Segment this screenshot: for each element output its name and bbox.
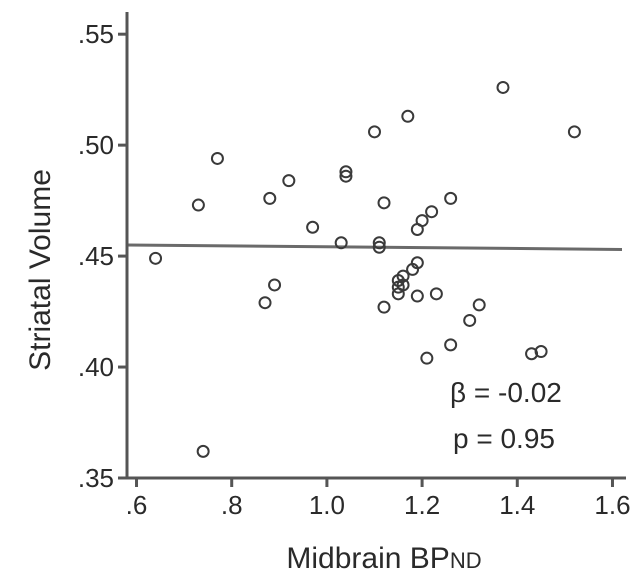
data-point-25	[410, 256, 424, 270]
data-point-21	[396, 278, 410, 292]
data-point-1	[149, 251, 163, 265]
data-point-5	[258, 296, 272, 310]
data-point-31	[429, 287, 443, 301]
data-point-33	[444, 338, 458, 352]
x-axis-title-subscript: ND	[450, 548, 482, 573]
y-axis-title: Striatal Volume	[24, 169, 57, 371]
data-point-2	[191, 198, 205, 212]
data-point-22	[396, 269, 410, 283]
data-point-17	[377, 300, 391, 314]
y-tick-label: .45	[78, 241, 114, 271]
data-point-11	[339, 169, 353, 183]
x-axis-title: Midbrain BPND	[286, 542, 481, 575]
data-point-35	[472, 298, 486, 312]
data-point-38	[534, 345, 548, 359]
data-point-9	[306, 220, 320, 234]
x-tick-label: .6	[126, 490, 148, 520]
data-point-32	[444, 191, 458, 205]
beta-annotation: β = -0.02	[450, 377, 562, 408]
x-tick-label: .8	[221, 490, 243, 520]
data-point-6	[263, 191, 277, 205]
data-point-10	[334, 236, 348, 250]
data-point-28	[415, 214, 429, 228]
data-point-13	[368, 125, 381, 139]
data-point-3	[196, 444, 210, 458]
data-point-7	[268, 278, 282, 292]
data-point-34	[463, 313, 477, 327]
data-point-15	[372, 240, 386, 254]
x-tick-label: 1.4	[499, 490, 535, 520]
data-point-26	[410, 289, 424, 303]
y-tick-label: .55	[78, 19, 114, 49]
data-point-12	[339, 165, 353, 179]
y-tick-label: .50	[78, 130, 114, 160]
x-axis-title-main: Midbrain BP	[286, 542, 449, 575]
data-point-16	[377, 196, 391, 210]
y-tick-label: .40	[78, 352, 114, 382]
p-value-annotation: p = 0.95	[453, 423, 555, 454]
data-point-8	[282, 174, 296, 188]
x-tick-label: 1.6	[594, 490, 630, 520]
data-point-30	[425, 205, 439, 219]
x-tick-label: 1.2	[404, 490, 440, 520]
x-tick-label: 1.0	[309, 490, 345, 520]
data-point-4	[210, 151, 224, 165]
plot-area	[126, 80, 623, 458]
data-point-14	[372, 236, 386, 250]
data-point-36	[496, 80, 510, 94]
data-point-23	[401, 109, 415, 123]
y-tick-label: .35	[78, 463, 114, 493]
data-point-29	[420, 351, 434, 365]
axes: .35 .40 .45 .50 .55 .6 .8 1.0 1.2 1.4 1.6	[78, 12, 631, 520]
data-point-39	[567, 125, 581, 139]
